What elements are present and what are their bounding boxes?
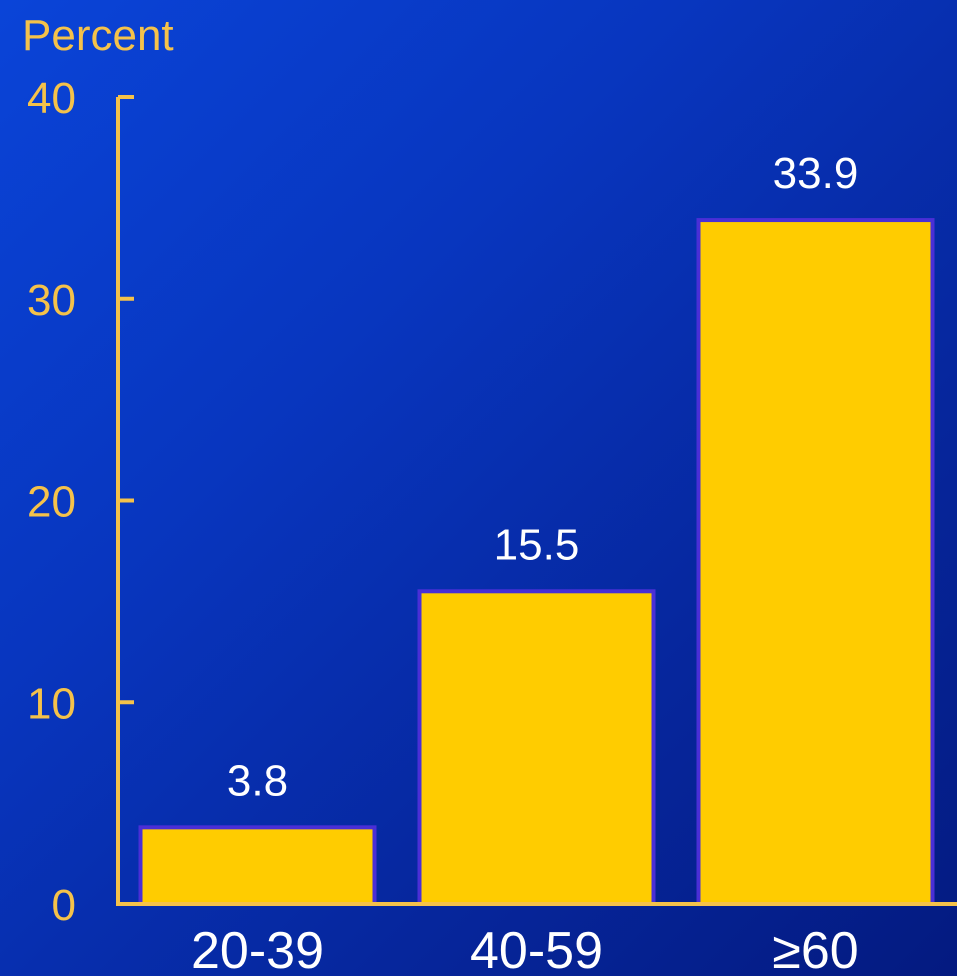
- bar-value-label: 15.5: [494, 520, 580, 569]
- value-labels: 3.8 15.5 33.9: [227, 149, 858, 805]
- bar: [417, 589, 656, 906]
- x-tick-label: 40-59: [470, 922, 603, 976]
- bar-value-label: 3.8: [227, 756, 288, 805]
- bar: [138, 825, 377, 907]
- y-tick-label: 40: [27, 74, 76, 123]
- x-axis-ticks: 20-39 40-59 ≥60: [191, 922, 859, 976]
- axes: [116, 97, 957, 906]
- bar-value-label: 33.9: [773, 149, 859, 198]
- y-tick-label: 30: [27, 276, 76, 325]
- x-tick-label: 20-39: [191, 922, 324, 976]
- y-tick-label: 10: [27, 679, 76, 728]
- y-axis-label: Percent: [22, 11, 174, 60]
- bars: [138, 218, 935, 907]
- y-tick-label: 20: [27, 478, 76, 527]
- x-tick-label: ≥60: [772, 922, 858, 976]
- y-axis-ticks: 0 10 20 30 40: [27, 74, 134, 930]
- y-tick-label: 0: [52, 881, 76, 930]
- bar: [696, 218, 935, 906]
